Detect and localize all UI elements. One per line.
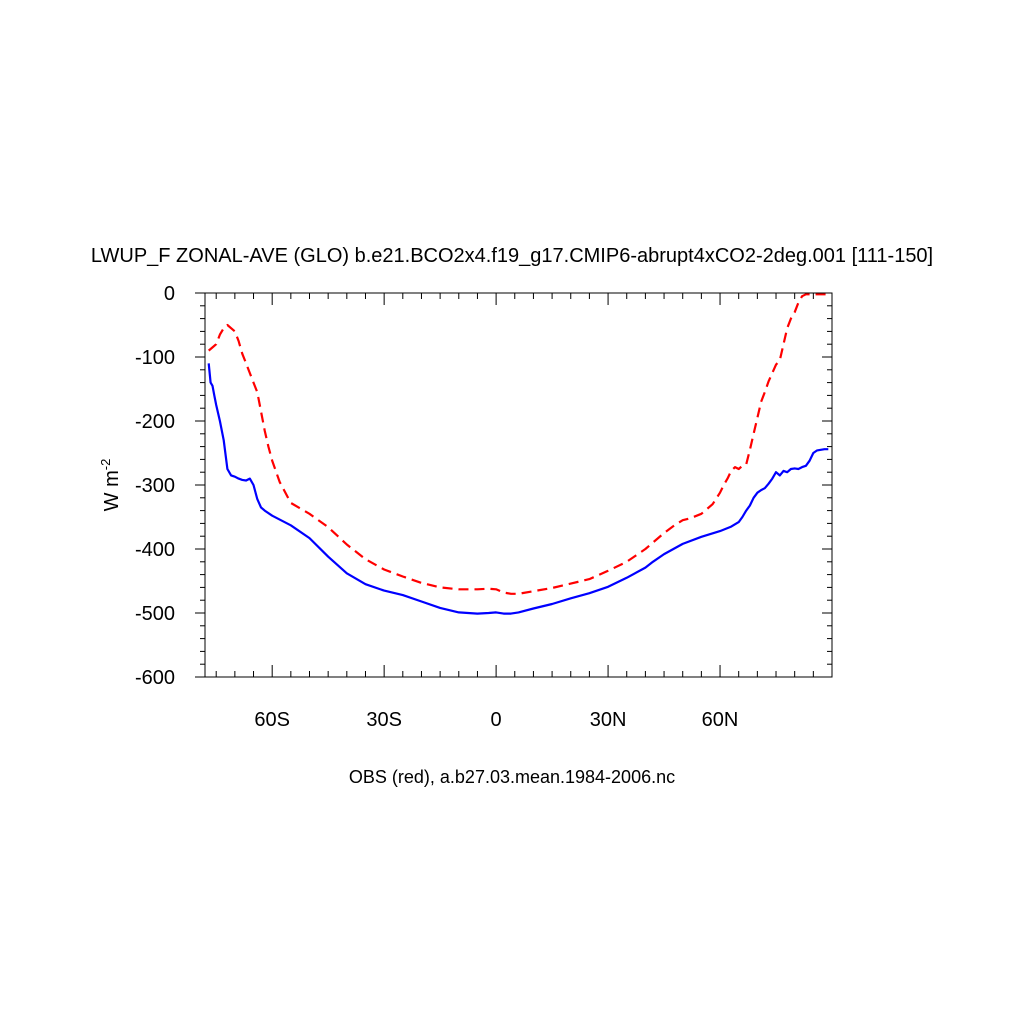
x-tick-label: 60N [702, 709, 739, 731]
series-line-2 [207, 293, 829, 595]
y-axis-label-exponent: -2 [98, 459, 113, 471]
x-tick-label: 0 [491, 709, 502, 731]
y-tick-label: -200 [135, 411, 175, 433]
plot-lines [207, 293, 829, 615]
y-axis-label-unit: W m [101, 470, 123, 511]
x-tick-label: 30N [590, 709, 627, 731]
chart-title: LWUP_F ZONAL-AVE (GLO) b.e21.BCO2x4.f19_… [91, 245, 933, 267]
y-tick-label: 0 [164, 283, 175, 305]
axis-ticks [195, 292, 832, 678]
y-tick-label: -100 [135, 347, 175, 369]
y-tick-label: -400 [135, 539, 175, 561]
plot-frame [204, 292, 833, 678]
x-tick-label: 30S [366, 709, 402, 731]
y-tick-label: -500 [135, 603, 175, 625]
axis-tick-labels: 60S 30S 0 30N 60N 0 -100 -200 -300 -400 -500 -600 [135, 283, 738, 731]
chart-caption: OBS (red), a.b27.03.mean.1984-2006.nc [349, 767, 675, 787]
series-line-1 [207, 363, 829, 615]
y-tick-label: -300 [135, 475, 175, 497]
y-axis-label: W m-2 [98, 459, 123, 512]
x-tick-label: 60S [254, 709, 290, 731]
y-tick-label: -600 [135, 667, 175, 689]
